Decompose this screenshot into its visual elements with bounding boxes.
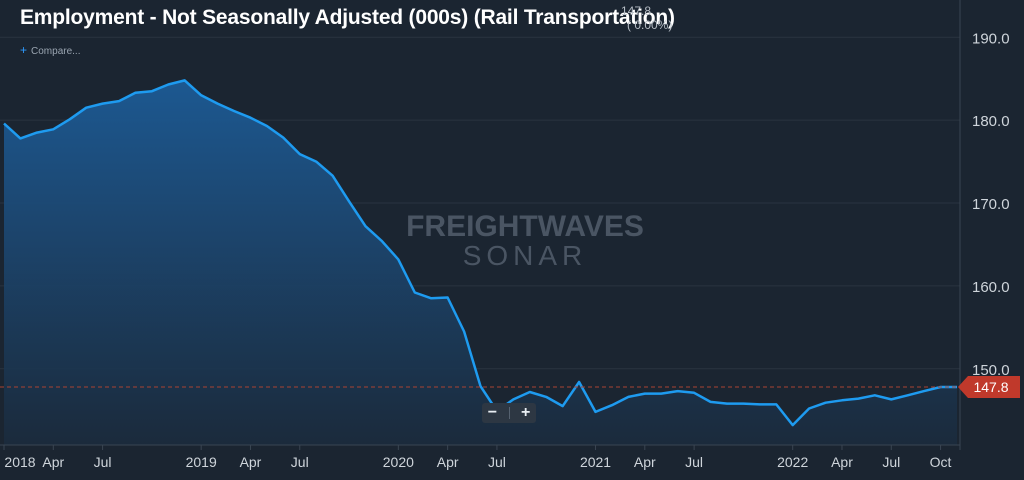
x-tick-label: Oct	[930, 454, 952, 470]
zoom-out-button[interactable]: −	[487, 404, 498, 421]
freightwaves-sonar-watermark: FREIGHTWAVES SONAR	[406, 210, 644, 271]
x-tick-label: Jul	[685, 454, 703, 470]
compare-button[interactable]: + Compare...	[20, 43, 80, 57]
chart-title: Employment - Not Seasonally Adjusted (00…	[20, 6, 675, 29]
x-tick-label: Jul	[291, 454, 309, 470]
y-tick-label: 190.0	[972, 30, 1010, 47]
x-tick-label: Apr	[42, 454, 64, 470]
x-tick-label: Apr	[831, 454, 853, 470]
x-tick-label: 2020	[383, 454, 414, 470]
current-value-readout: 147.8 ( 0.00%)	[621, 4, 672, 32]
last-value-label: 147.8	[973, 379, 1008, 395]
plus-icon: +	[20, 43, 28, 57]
x-tick-label: Apr	[634, 454, 656, 470]
y-tick-label: 180.0	[972, 113, 1010, 130]
x-tick-label: 2021	[580, 454, 611, 470]
zoom-in-button[interactable]: +	[520, 404, 531, 421]
x-tick-label: Apr	[240, 454, 262, 470]
watermark-line2: SONAR	[463, 240, 588, 271]
current-value: 147.8	[621, 4, 652, 18]
x-tick-label: 2022	[777, 454, 808, 470]
watermark-line1: FREIGHTWAVES	[406, 210, 644, 243]
series-area	[4, 80, 957, 446]
x-tick-label: Apr	[437, 454, 459, 470]
x-tick-label: Jul	[882, 454, 900, 470]
series-line	[3, 79, 957, 427]
zoom-controls: − +	[482, 403, 536, 423]
compare-label: Compare...	[31, 46, 81, 57]
y-tick-label: 160.0	[972, 279, 1010, 296]
last-value-tag: 147.8	[958, 375, 1020, 398]
x-tick-label: 2018	[4, 454, 35, 470]
x-tick-label: Jul	[488, 454, 506, 470]
y-tick-label: 150.0	[972, 362, 1010, 379]
x-tick-label: Jul	[94, 454, 112, 470]
x-tick-label: 2019	[186, 454, 217, 470]
zoom-separator	[508, 407, 510, 419]
percent-change: ( 0.00%)	[627, 18, 673, 32]
y-tick-label: 170.0	[972, 196, 1010, 213]
